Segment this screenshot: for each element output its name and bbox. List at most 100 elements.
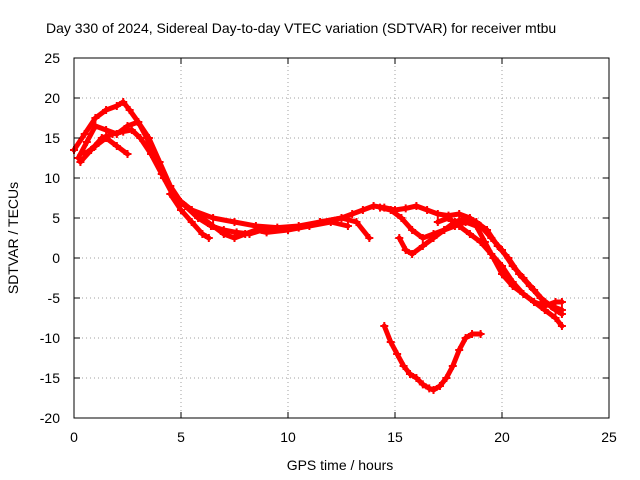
data-point xyxy=(519,290,528,298)
y-tick-label: 5 xyxy=(52,210,60,226)
data-point xyxy=(493,242,502,250)
data-point xyxy=(557,298,566,306)
data-point xyxy=(294,223,303,232)
data-point xyxy=(365,234,374,242)
data-point xyxy=(230,234,239,242)
data-point xyxy=(380,322,389,330)
data-point xyxy=(418,234,427,242)
data-point xyxy=(429,386,438,394)
y-tick-label: 25 xyxy=(44,50,60,66)
series-track-6 xyxy=(376,203,566,314)
data-point xyxy=(82,138,91,146)
data-point xyxy=(448,362,457,370)
data-point xyxy=(232,228,241,237)
data-point xyxy=(147,150,156,158)
data-point xyxy=(444,214,453,222)
tick-layer xyxy=(73,57,610,419)
y-tick-label: -15 xyxy=(40,370,60,386)
data-point xyxy=(408,250,417,258)
data-point xyxy=(399,362,408,370)
data-point xyxy=(206,222,215,230)
data-point xyxy=(408,226,417,234)
data-point xyxy=(440,226,449,234)
x-tick-label: 10 xyxy=(280,429,296,445)
data-point xyxy=(108,130,117,138)
data-point xyxy=(401,246,410,254)
data-point xyxy=(258,226,267,234)
data-point xyxy=(405,370,414,378)
data-point xyxy=(198,230,207,238)
data-point xyxy=(442,374,451,382)
data-point xyxy=(423,206,432,214)
data-point xyxy=(343,222,352,230)
data-point xyxy=(358,206,367,214)
data-point xyxy=(461,218,470,226)
data-point xyxy=(125,106,134,114)
data-point xyxy=(455,222,464,230)
x-tick-label: 5 xyxy=(177,429,185,445)
data-point xyxy=(80,150,89,158)
data-point xyxy=(435,382,444,390)
series-track-8 xyxy=(433,214,566,330)
data-point xyxy=(245,230,254,238)
data-point xyxy=(487,250,496,258)
data-point xyxy=(102,134,111,142)
y-axis-label: SDTVAR / TECUs xyxy=(5,182,21,294)
data-point xyxy=(166,190,175,198)
data-point xyxy=(181,202,190,210)
data-point xyxy=(187,218,196,226)
data-point xyxy=(119,127,128,136)
data-point xyxy=(401,204,410,213)
data-point xyxy=(91,114,100,122)
data-point xyxy=(102,106,111,114)
y-tick-label: -20 xyxy=(40,410,60,426)
y-tick-label: -5 xyxy=(48,290,61,306)
series-line xyxy=(377,205,565,313)
data-point xyxy=(119,98,128,106)
grid xyxy=(74,58,609,418)
data-point xyxy=(112,102,121,110)
data-point xyxy=(498,262,506,270)
data-point xyxy=(127,126,136,134)
chart-title: Day 330 of 2024, Sidereal Day-to-day VTE… xyxy=(46,20,556,36)
data-point xyxy=(136,134,145,142)
y-tick-label: 20 xyxy=(44,90,60,106)
data-point xyxy=(412,374,421,382)
x-tick-label: 25 xyxy=(601,429,617,445)
data-point xyxy=(80,130,89,138)
y-tick-label: 15 xyxy=(44,130,60,146)
data-point xyxy=(433,218,442,226)
data-point xyxy=(557,306,566,314)
data-point xyxy=(91,142,100,150)
data-point xyxy=(144,134,153,142)
data-point xyxy=(557,322,566,330)
data-point xyxy=(123,150,132,158)
data-point xyxy=(461,334,470,342)
data-point xyxy=(515,270,524,278)
data-point xyxy=(551,314,560,322)
data-point xyxy=(352,218,361,226)
data-point xyxy=(455,210,464,218)
x-tick-labels: 0 5 10 15 20 25 xyxy=(70,429,617,445)
data-point xyxy=(369,202,378,210)
x-tick-label: 15 xyxy=(387,429,403,445)
data-point xyxy=(134,118,143,126)
data-point xyxy=(230,218,239,226)
data-point xyxy=(468,330,477,338)
data-point xyxy=(418,380,427,389)
data-point xyxy=(219,226,228,234)
data-point xyxy=(386,206,395,214)
series-track-5 xyxy=(166,190,213,242)
data-point xyxy=(102,126,111,134)
data-point xyxy=(316,218,325,226)
data-point xyxy=(273,225,282,234)
data-point xyxy=(157,170,166,178)
y-tick-label: 0 xyxy=(52,250,60,266)
data-point xyxy=(337,214,346,222)
x-tick-label: 0 xyxy=(70,429,78,445)
data-point xyxy=(91,122,100,130)
data-point xyxy=(395,234,404,242)
data-point xyxy=(412,202,421,210)
data-point xyxy=(504,254,513,262)
